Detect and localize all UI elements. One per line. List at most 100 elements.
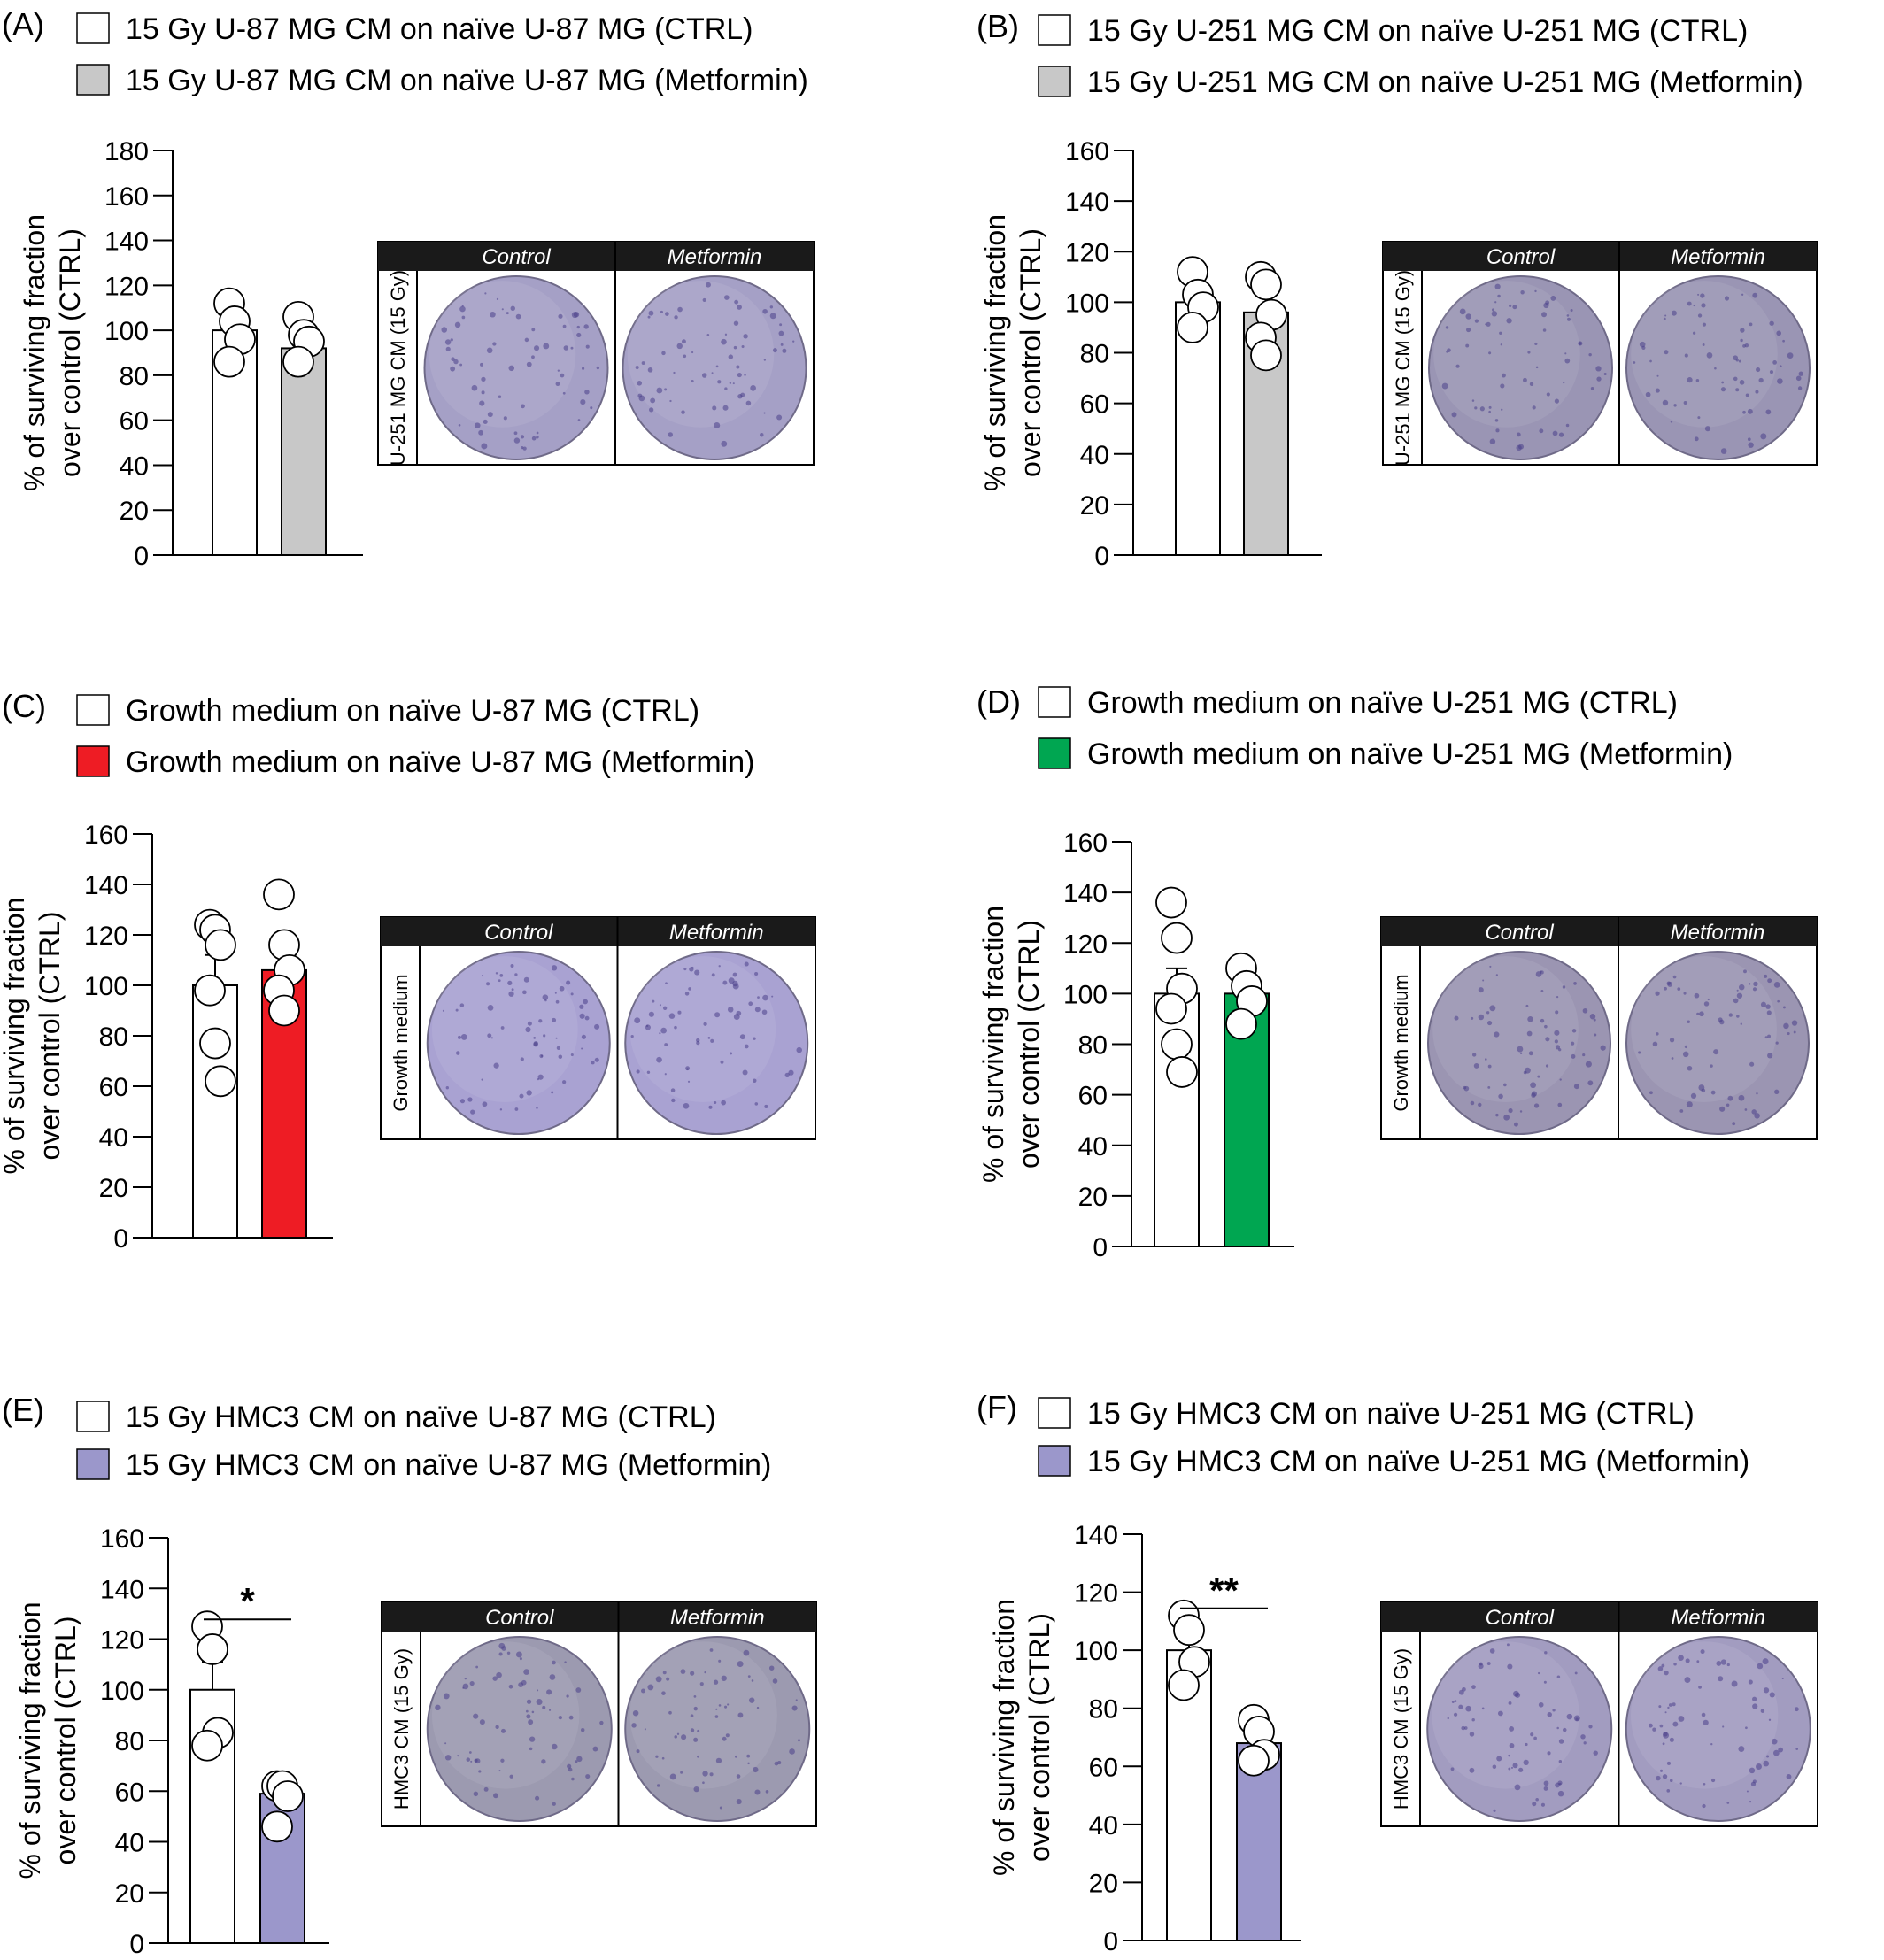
colony [526,361,532,367]
colony [500,1026,505,1030]
colony [637,393,643,398]
colony [525,1026,531,1033]
colony [705,282,711,288]
colony [1479,406,1485,412]
legend-swatch [1038,686,1071,718]
colony [684,992,690,996]
y-tick-label: 120 [1074,1579,1118,1609]
colony [1555,1782,1560,1788]
bar-group [1243,260,1289,556]
colony [483,419,488,424]
colony [1707,998,1710,1001]
data-point [197,1633,228,1665]
colony [526,1090,532,1096]
plate-row-label: U-251 MG CM (15 Gy) [1392,270,1414,466]
colony [482,1101,488,1107]
colony [526,1714,531,1719]
colony [1666,1761,1671,1765]
colony [1471,1685,1476,1690]
colony [1474,319,1479,323]
colony [1583,1741,1587,1745]
colony [1764,1036,1768,1039]
colony [1466,327,1471,333]
colony [1794,1707,1799,1712]
y-tick-label: 140 [104,228,149,257]
legend-entry: 15 Gy HMC3 CM on naïve U-251 MG (CTRL) [1087,1397,1695,1431]
colony [714,1715,719,1718]
colony [715,1757,722,1763]
colony [776,414,783,421]
colony [1673,1662,1677,1666]
colony [1697,313,1703,318]
colony [537,1074,544,1080]
colony [714,421,721,428]
colony [536,1107,538,1109]
colony [1795,1748,1799,1750]
y-label-line: over control (CTRL) [34,912,66,1161]
colony [747,1675,751,1678]
y-tick-label: 40 [99,1123,128,1153]
colony [744,374,746,376]
colony [1765,409,1772,415]
colony [1778,1747,1784,1753]
colony [481,390,485,395]
plate-header-bar [378,242,814,271]
colony [689,967,694,972]
colony [1766,1755,1770,1758]
colony [1695,378,1700,382]
colony [670,1088,676,1092]
colony [1465,313,1471,320]
colony [650,397,656,404]
colony [442,1009,444,1012]
colony [1486,1011,1490,1015]
y-tick-label: 140 [84,871,128,900]
colony [774,1761,779,1766]
colony [1495,1113,1499,1117]
legend-swatch [1038,1397,1071,1429]
colony [1538,1701,1544,1708]
colony [474,422,481,428]
colony [1679,1109,1684,1113]
colony [558,313,563,319]
colony [1795,375,1802,382]
colony [1702,322,1707,327]
colony [1519,1052,1523,1054]
legend-swatch [1038,14,1071,46]
colony [484,292,487,295]
y-tick-label: 40 [120,451,149,481]
colony [443,1693,450,1700]
colony [1745,393,1749,397]
colony [668,1013,676,1019]
colony [1486,1021,1493,1026]
colony [1528,1051,1533,1056]
colony [450,338,453,342]
colony [1659,1769,1664,1772]
colony [1782,339,1785,343]
colony [570,1053,574,1057]
colony [1664,1711,1667,1714]
y-label-line: % of surviving fraction [977,906,1009,1183]
colony [1713,1049,1719,1055]
colony [753,1766,759,1773]
colony [1687,1065,1693,1071]
plate-row-label: Growth medium [390,974,412,1111]
colony [771,995,774,998]
colony [1662,399,1669,406]
colony [563,345,569,351]
colony [655,1676,662,1683]
colony [536,436,539,439]
data-point [1155,886,1187,919]
colony [1687,1020,1690,1023]
colony [690,1728,695,1732]
colony [693,1706,698,1711]
colony [555,999,560,1004]
colony [664,1073,667,1076]
colony [760,432,764,437]
colony [702,1781,705,1785]
colony [736,365,740,369]
colony [1763,1687,1770,1694]
colony [1451,412,1457,418]
colony [458,423,461,427]
colony [693,1786,699,1793]
colony [1508,1701,1512,1705]
